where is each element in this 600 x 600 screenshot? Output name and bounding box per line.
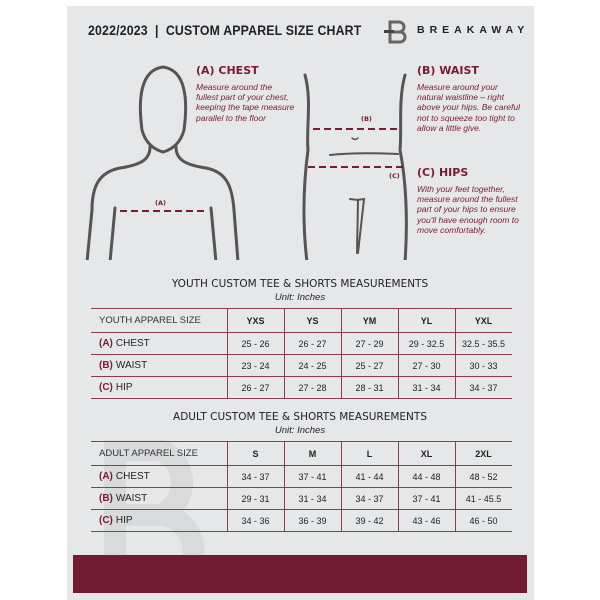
table-row: (C) HIP 26 - 27 27 - 28 28 - 31 31 - 34 34 - 3… — [91, 376, 512, 399]
adult-size-table: ADULT APPAREL SIZE S M L XL 2XL (A) CHEST… — [91, 441, 512, 532]
cell: 30 - 33 — [454, 354, 512, 377]
row-code: (A) — [99, 471, 113, 482]
cell: 25 - 27 — [340, 354, 398, 377]
table-row: (C) HIP 34 - 36 36 - 39 39 - 42 43 - 46 46 - 5… — [91, 509, 512, 532]
chest-marker: (A) — [155, 199, 166, 207]
chest-heading: (A) CHEST — [196, 64, 259, 77]
cell: 39 - 42 — [340, 509, 398, 532]
row-name: WAIST — [115, 360, 148, 371]
cell: 23 - 24 — [226, 354, 284, 377]
footer-bar — [73, 555, 527, 593]
waist-heading: (B) WAIST — [417, 64, 479, 77]
hips-description: With your feet together, measure around … — [417, 184, 519, 235]
size-header: L — [340, 441, 398, 466]
breakaway-logo-icon — [384, 20, 407, 44]
hips-heading: (C) HIPS — [417, 166, 469, 179]
table-header-row: YOUTH APPAREL SIZE YXS YS YM YL YXL — [91, 308, 512, 333]
table-header-row: ADULT APPAREL SIZE S M L XL 2XL — [91, 441, 512, 466]
table-row: (B) WAIST 29 - 31 31 - 34 34 - 37 37 - 41 41 -… — [91, 487, 512, 510]
cell: 48 - 52 — [454, 465, 512, 488]
waist-marker: (B) — [361, 115, 372, 123]
table-row: (A) CHEST 25 - 26 26 - 27 27 - 29 29 - 32.5 32… — [91, 332, 512, 355]
row-name: HIP — [115, 382, 133, 393]
hips-marker: (C) — [389, 172, 400, 180]
cell: 26 - 27 — [283, 332, 341, 355]
header-label: YOUTH APPAREL SIZE — [91, 308, 227, 333]
cell: 24 - 25 — [283, 354, 341, 377]
cell: 25 - 26 — [226, 332, 284, 355]
youth-size-table: YOUTH APPAREL SIZE YXS YS YM YL YXL (A) C… — [91, 308, 512, 399]
cell: 34 - 37 — [340, 487, 398, 510]
row-code: (C) — [99, 382, 113, 393]
adult-table-title: ADULT CUSTOM TEE & SHORTS MEASUREMENTS — [173, 411, 427, 423]
youth-table-title: YOUTH CUSTOM TEE & SHORTS MEASUREMENTS — [171, 278, 429, 290]
youth-unit: Unit: Inches — [274, 292, 326, 303]
table-row: (B) WAIST 23 - 24 24 - 25 25 - 27 27 - 30 30 -… — [91, 354, 512, 377]
cell: 41 - 44 — [340, 465, 398, 488]
waist-description: Measure around your natural waistline – … — [417, 82, 521, 133]
table-row: (A) CHEST 34 - 37 37 - 41 41 - 44 44 - 48 48 -… — [91, 465, 512, 488]
cell: 29 - 31 — [226, 487, 284, 510]
body-figures-illustration — [85, 65, 408, 260]
size-header: YL — [397, 308, 455, 333]
size-header: YM — [340, 308, 398, 333]
cell: 43 - 46 — [397, 509, 455, 532]
size-header: YXL — [454, 308, 512, 333]
cell: 28 - 31 — [340, 376, 398, 399]
row-name: HIP — [115, 515, 133, 526]
size-header: M — [283, 441, 341, 466]
header-label: ADULT APPAREL SIZE — [91, 441, 227, 466]
row-name: CHEST — [115, 338, 150, 349]
cell: 44 - 48 — [397, 465, 455, 488]
cell: 34 - 37 — [454, 376, 512, 399]
size-header: YXS — [226, 308, 284, 333]
cell: 34 - 37 — [226, 465, 284, 488]
cell: 37 - 41 — [397, 487, 455, 510]
cell: 41 - 45.5 — [454, 487, 512, 510]
page-title: 2022/2023 | CUSTOM APPAREL SIZE CHART — [88, 22, 362, 38]
row-code: (A) — [99, 338, 113, 349]
cell: 31 - 34 — [397, 376, 455, 399]
cell: 32.5 - 35.5 — [454, 332, 512, 355]
cell: 27 - 30 — [397, 354, 455, 377]
row-code: (B) — [99, 360, 113, 371]
cell: 31 - 34 — [283, 487, 341, 510]
cell: 26 - 27 — [226, 376, 284, 399]
row-code: (B) — [99, 493, 113, 504]
row-code: (C) — [99, 515, 113, 526]
chest-description: Measure around the fullest part of your … — [196, 82, 295, 123]
row-name: CHEST — [115, 471, 150, 482]
cell: 27 - 29 — [340, 332, 398, 355]
size-header: S — [226, 441, 284, 466]
cell: 37 - 41 — [283, 465, 341, 488]
row-name: WAIST — [115, 493, 148, 504]
size-header: YS — [283, 308, 341, 333]
brand-name: BREAKAWAY — [417, 24, 530, 36]
size-header: XL — [397, 441, 455, 466]
adult-unit: Unit: Inches — [274, 425, 326, 436]
cell: 34 - 36 — [226, 509, 284, 532]
cell: 36 - 39 — [283, 509, 341, 532]
cell: 46 - 50 — [454, 509, 512, 532]
cell: 29 - 32.5 — [397, 332, 455, 355]
cell: 27 - 28 — [283, 376, 341, 399]
size-header: 2XL — [454, 441, 512, 466]
